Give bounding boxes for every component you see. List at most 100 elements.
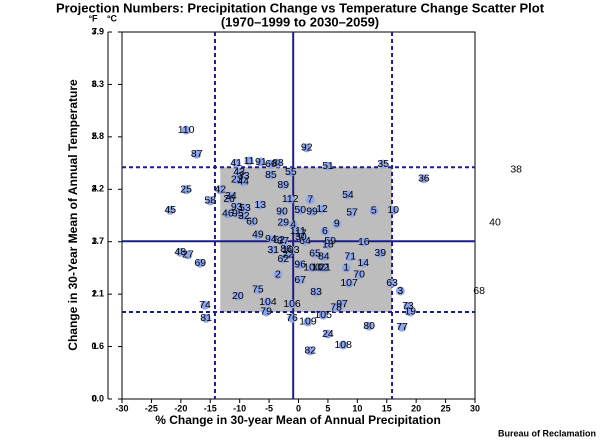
point: [295, 275, 305, 285]
point: [419, 174, 429, 184]
point-label: 109: [299, 316, 317, 328]
y-tick-label: 0: [92, 393, 97, 403]
point-label: 85: [265, 169, 277, 181]
point: [181, 185, 191, 195]
y-tick-label: 1: [92, 341, 97, 351]
x-tick-label: -15: [204, 403, 217, 413]
y2-unit: °C: [107, 13, 118, 23]
point-label: 24: [322, 328, 334, 340]
point-label: 31: [267, 244, 279, 256]
point: [378, 159, 388, 169]
point-label: 29: [277, 217, 289, 229]
point-label: 78: [330, 302, 342, 314]
point-label: 51: [322, 160, 334, 172]
chart-title: Projection Numbers: Precipitation Change…: [56, 0, 545, 15]
point-label: 22: [282, 249, 294, 261]
point-label: 86: [280, 243, 292, 255]
point-label: 57: [346, 207, 358, 219]
point-label: 3: [397, 285, 403, 297]
source: Bureau of Reclamation: [498, 428, 596, 438]
point: [320, 263, 330, 273]
x-tick-label: 5: [325, 403, 330, 413]
point: [344, 278, 354, 288]
x-tick-label: -5: [265, 403, 273, 413]
point-label: 76: [286, 312, 298, 324]
point-label: 39: [374, 247, 386, 259]
point: [287, 299, 297, 309]
point-label: 107: [340, 277, 358, 289]
x-tick-label: 0: [296, 403, 301, 413]
point: [181, 125, 191, 135]
point-label: 83: [310, 286, 322, 298]
point-label: 50: [294, 204, 306, 216]
y2-tick-label: 2.8: [91, 131, 104, 141]
point-label: 91: [255, 156, 267, 168]
point: [359, 237, 369, 247]
offscale-point-label: 68: [473, 285, 485, 297]
point: [354, 270, 364, 280]
point: [278, 236, 288, 246]
point-label: 112: [282, 193, 299, 205]
x-tick-label: 25: [441, 403, 451, 413]
point: [239, 211, 249, 221]
point-label: 11: [244, 155, 255, 167]
point: [310, 249, 320, 259]
point: [387, 278, 397, 288]
y2-tick-label: 3.3: [91, 79, 104, 89]
y-tick-label: 3: [92, 236, 97, 246]
point-label: 13: [254, 199, 266, 211]
point-label: 44: [237, 176, 249, 188]
point-label: 7: [307, 194, 313, 206]
y-tick-label: 2: [92, 289, 97, 299]
point: [266, 170, 276, 180]
point-label: 99: [306, 206, 318, 218]
point: [323, 161, 333, 171]
point-label: 27: [182, 249, 194, 261]
point: [341, 263, 351, 273]
point: [307, 207, 317, 217]
point: [295, 260, 305, 270]
point-label: 53: [239, 202, 251, 214]
point: [266, 159, 276, 169]
point-label: 73: [402, 300, 414, 312]
point-label: 18: [322, 239, 334, 251]
point-label: 65: [309, 248, 321, 260]
point-label: 4: [290, 219, 296, 231]
point-label: 88: [272, 157, 284, 169]
point: [253, 285, 263, 295]
point: [318, 310, 328, 320]
point: [345, 252, 355, 262]
point-label: 52: [273, 234, 285, 246]
point: [305, 346, 315, 356]
point-label: 49: [252, 229, 264, 241]
point-label: 105: [314, 309, 332, 321]
y2-tick-label: 1.7: [91, 236, 104, 246]
point: [201, 313, 211, 323]
point-label: 77: [396, 321, 408, 333]
point: [395, 286, 405, 296]
offscale-point-label: 38: [510, 164, 522, 176]
x-tick-label: 30: [470, 403, 480, 413]
point: [319, 252, 329, 262]
point-label: 70: [353, 269, 365, 281]
point-label: 46: [222, 208, 234, 220]
offscale-point-label: 40: [489, 217, 501, 229]
point: [288, 220, 298, 230]
point-label: 60: [246, 216, 258, 228]
chart-subtitle: (1970–1999 to 2030–2059): [221, 14, 379, 29]
point-label: 12: [316, 203, 328, 215]
point-label: 103: [282, 244, 300, 256]
x-tick-label: -25: [145, 403, 158, 413]
point: [240, 203, 250, 213]
point: [195, 258, 205, 268]
point-label: 79: [260, 306, 272, 318]
point: [300, 236, 310, 246]
point: [232, 202, 242, 212]
point-label: 82: [304, 345, 316, 357]
point: [337, 299, 347, 309]
point-label: 42: [214, 184, 226, 196]
point-label: 64: [299, 235, 311, 247]
point-label: 81: [200, 312, 212, 324]
point-label: 102: [312, 262, 330, 274]
